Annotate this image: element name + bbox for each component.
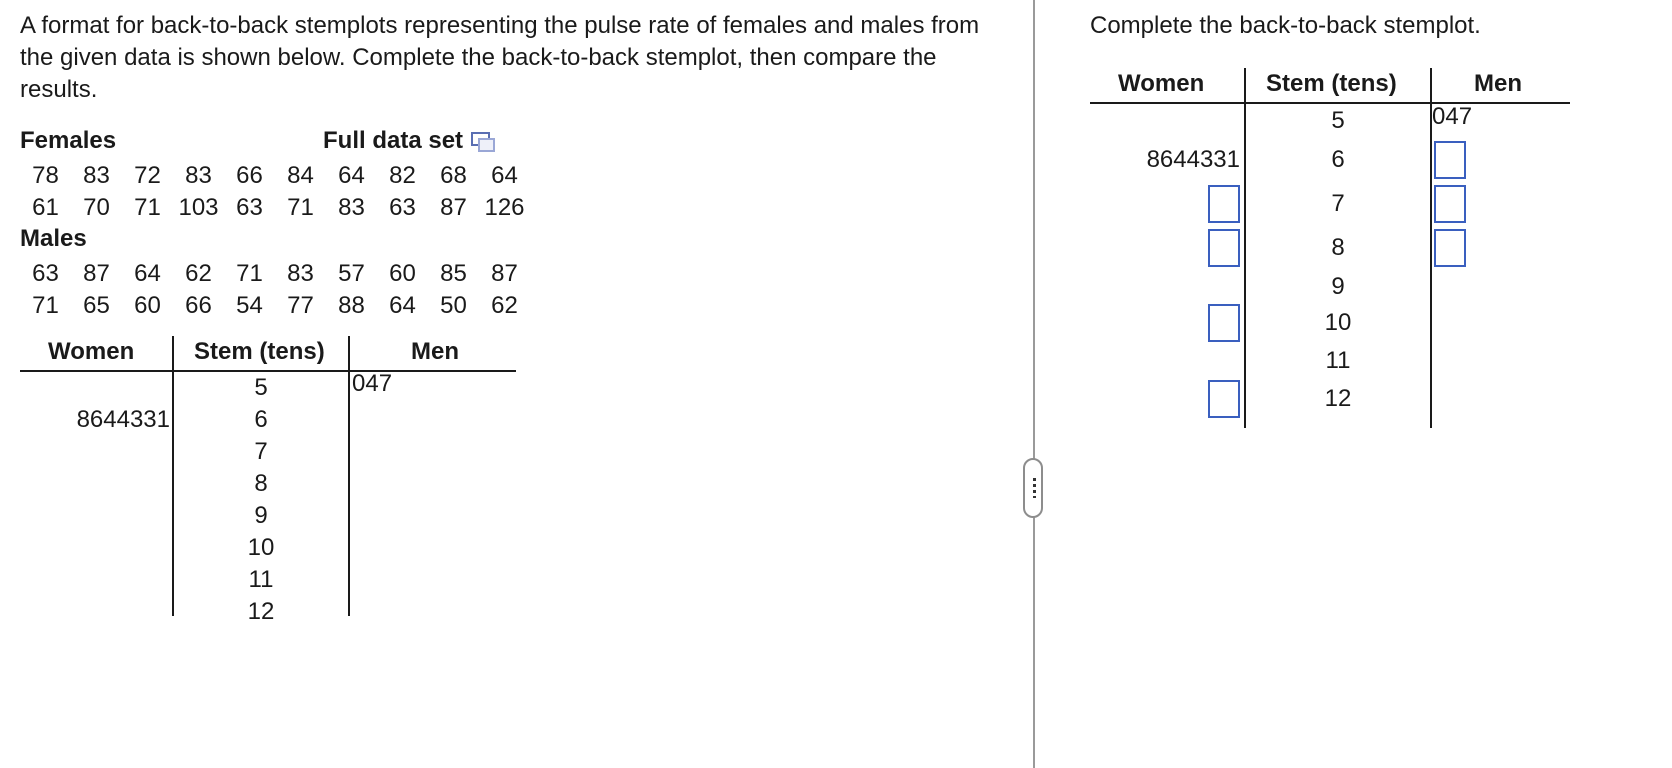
stem-column-header: Stem (tens) — [194, 338, 325, 365]
data-value: 126 — [484, 194, 525, 221]
stemplot-divider-right — [348, 336, 350, 616]
men-leaves-input-6[interactable] — [1434, 141, 1466, 179]
men-leaves-5: 047 — [1432, 103, 1473, 130]
females-row-2: 61 70 71 103 63 71 83 63 87 126 — [20, 192, 530, 224]
men-leaves-5: 047 — [352, 370, 393, 397]
full-data-set-button[interactable]: Full data set — [323, 126, 496, 156]
women-column-header: Women — [1118, 70, 1205, 97]
full-data-set-label: Full data set — [323, 127, 464, 154]
data-value: 88 — [338, 292, 365, 319]
data-value: 62 — [185, 260, 212, 287]
women-leaves-input-7[interactable] — [1208, 185, 1240, 223]
men-leaves-input-7[interactable] — [1434, 185, 1466, 223]
stem-10: 10 — [247, 534, 275, 561]
stem-5: 5 — [254, 374, 268, 401]
stemplot-header: Women Stem (tens) Men — [20, 336, 516, 372]
data-value: 103 — [178, 194, 219, 221]
data-value: 66 — [185, 292, 212, 319]
data-value: 71 — [134, 194, 161, 221]
data-value: 64 — [338, 162, 365, 189]
men-leaves-input-8[interactable] — [1434, 229, 1466, 267]
women-leaves-6: 8644331 — [1146, 146, 1240, 173]
data-block: Females Full data set 78 83 72 83 66 84 … — [20, 126, 530, 322]
data-value: 72 — [134, 162, 161, 189]
women-column-header: Women — [48, 338, 135, 365]
data-value: 87 — [83, 260, 110, 287]
data-value: 64 — [134, 260, 161, 287]
stem-12: 12 — [1324, 385, 1352, 412]
stem-6: 6 — [1331, 146, 1345, 173]
data-value: 70 — [83, 194, 110, 221]
stemplot-divider-left — [172, 336, 174, 616]
pane-divider — [1033, 0, 1035, 768]
males-heading: Males — [20, 225, 87, 252]
data-value: 61 — [32, 194, 59, 221]
stem-7: 7 — [1331, 190, 1345, 217]
data-value: 83 — [83, 162, 110, 189]
men-column-header: Men — [411, 338, 459, 365]
stem-12: 12 — [247, 598, 275, 625]
data-value: 71 — [287, 194, 314, 221]
problem-prompt: A format for back-to-back stemplots repr… — [20, 12, 980, 103]
stem-6: 6 — [254, 406, 268, 433]
left-pane: A format for back-to-back stemplots repr… — [20, 10, 1020, 760]
data-value: 60 — [389, 260, 416, 287]
stem-11: 11 — [1325, 347, 1351, 374]
stemplot-divider-right — [1430, 68, 1432, 428]
splitter-handle[interactable] — [1023, 458, 1043, 518]
women-leaves-6: 8644331 — [76, 406, 170, 433]
data-value: 54 — [236, 292, 263, 319]
data-value: 84 — [287, 162, 314, 189]
data-value: 63 — [389, 194, 416, 221]
data-value: 64 — [491, 162, 518, 189]
data-value: 66 — [236, 162, 263, 189]
data-value: 57 — [338, 260, 365, 287]
stem-9: 9 — [254, 502, 268, 529]
copy-icon — [471, 130, 496, 152]
stemplot-answer: Women Stem (tens) Men 5 047 6 8644331 7 8 9 10 1… — [1090, 68, 1570, 428]
stem-7: 7 — [254, 438, 268, 465]
females-heading: Females — [20, 127, 117, 154]
stemplot-format: Women Stem (tens) Men 5 047 6 8644331 7 8 9 10 1… — [20, 336, 516, 625]
stem-column-header: Stem (tens) — [1266, 70, 1397, 97]
data-value: 85 — [440, 260, 467, 287]
data-value: 77 — [287, 292, 314, 319]
data-value: 71 — [236, 260, 263, 287]
data-value: 62 — [491, 292, 518, 319]
data-value: 63 — [236, 194, 263, 221]
data-value: 63 — [32, 260, 59, 287]
right-instruction: Complete the back-to-back stemplot. — [1090, 12, 1481, 39]
stemplot-divider-left — [1244, 68, 1246, 428]
stem-8: 8 — [254, 470, 268, 497]
data-value: 68 — [440, 162, 467, 189]
women-leaves-input-8[interactable] — [1208, 229, 1240, 267]
data-value: 50 — [440, 292, 467, 319]
right-pane: Complete the back-to-back stemplot. Wome… — [1090, 10, 1650, 760]
data-value: 87 — [491, 260, 518, 287]
stem-10: 10 — [1324, 309, 1352, 336]
data-value: 64 — [389, 292, 416, 319]
stem-8: 8 — [1331, 234, 1345, 261]
data-value: 78 — [32, 162, 59, 189]
women-leaves-input-12[interactable] — [1208, 380, 1240, 418]
females-row-1: 78 83 72 83 66 84 64 82 68 64 — [20, 160, 530, 192]
data-value: 83 — [338, 194, 365, 221]
data-value: 87 — [440, 194, 467, 221]
stem-9: 9 — [1331, 273, 1345, 300]
men-column-header: Men — [1474, 70, 1522, 97]
women-leaves-input-10[interactable] — [1208, 304, 1240, 342]
data-value: 60 — [134, 292, 161, 319]
males-row-1: 63 87 64 62 71 83 57 60 85 87 — [20, 258, 530, 290]
males-row-2: 71 65 60 66 54 77 88 64 50 62 — [20, 290, 530, 322]
stem-5: 5 — [1331, 107, 1345, 134]
data-value: 83 — [185, 162, 212, 189]
data-value: 83 — [287, 260, 314, 287]
data-value: 71 — [32, 292, 59, 319]
stemplot-header: Women Stem (tens) Men — [1090, 68, 1570, 104]
data-value: 65 — [83, 292, 110, 319]
data-value: 82 — [389, 162, 416, 189]
stem-11: 11 — [248, 566, 274, 593]
